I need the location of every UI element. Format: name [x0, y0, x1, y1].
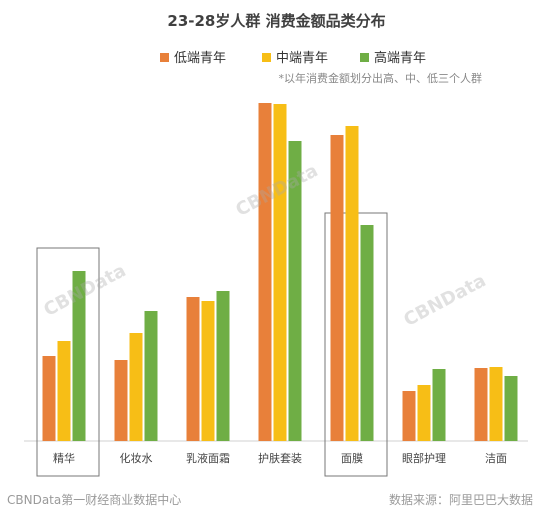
bar: [186, 297, 200, 441]
legend-swatch-mid: [262, 53, 271, 62]
bar: [345, 126, 359, 441]
bar: [360, 225, 374, 441]
bar: [417, 385, 431, 441]
legend-swatch-high: [360, 53, 369, 62]
bar: [201, 301, 215, 441]
legend-label-low: 低端青年: [174, 51, 227, 66]
bar: [474, 368, 488, 441]
x-tick-label: 眼部护理: [402, 451, 446, 465]
bar: [273, 104, 287, 441]
bar: [504, 376, 518, 441]
legend: 低端青年 中端青年 高端青年: [160, 47, 460, 67]
x-tick-label: 洁面: [485, 452, 507, 465]
bar: [216, 291, 230, 441]
footer-source-right: 数据来源：阿里巴巴大数据: [388, 493, 533, 507]
x-tick-label: 精华: [53, 451, 75, 465]
legend-item-mid: 中端青年: [262, 47, 328, 66]
bar: [114, 360, 128, 441]
legend-swatch-low: [160, 53, 169, 62]
x-tick-label: 乳液面霜: [186, 451, 230, 465]
bar: [129, 333, 143, 441]
bar: [489, 367, 503, 441]
x-tick-label: 化妆水: [120, 451, 153, 465]
bar: [144, 311, 158, 441]
bar: [57, 341, 71, 441]
bar: [330, 135, 344, 441]
x-tick-label: 面膜: [341, 452, 363, 465]
footer-source-left: CBNData第一财经商业数据中心: [7, 493, 182, 507]
bar: [258, 103, 272, 441]
legend-label-mid: 中端青年: [276, 51, 329, 66]
x-tick-label: 护肤套装: [258, 451, 302, 465]
bar: [288, 141, 302, 441]
legend-item-low: 低端青年: [160, 47, 226, 66]
highlight-box: [36, 247, 100, 477]
bar: [402, 391, 416, 441]
bar: [432, 369, 446, 441]
chart-note: *以年消费金额划分出高、中、低三个人群: [278, 72, 483, 85]
legend-label-high: 高端青年: [374, 51, 427, 66]
bar: [72, 271, 86, 441]
chart-title: 23-28岁人群 消费金额品类分布: [167, 12, 386, 30]
legend-item-high: 高端青年: [360, 47, 426, 66]
bar: [42, 356, 56, 441]
